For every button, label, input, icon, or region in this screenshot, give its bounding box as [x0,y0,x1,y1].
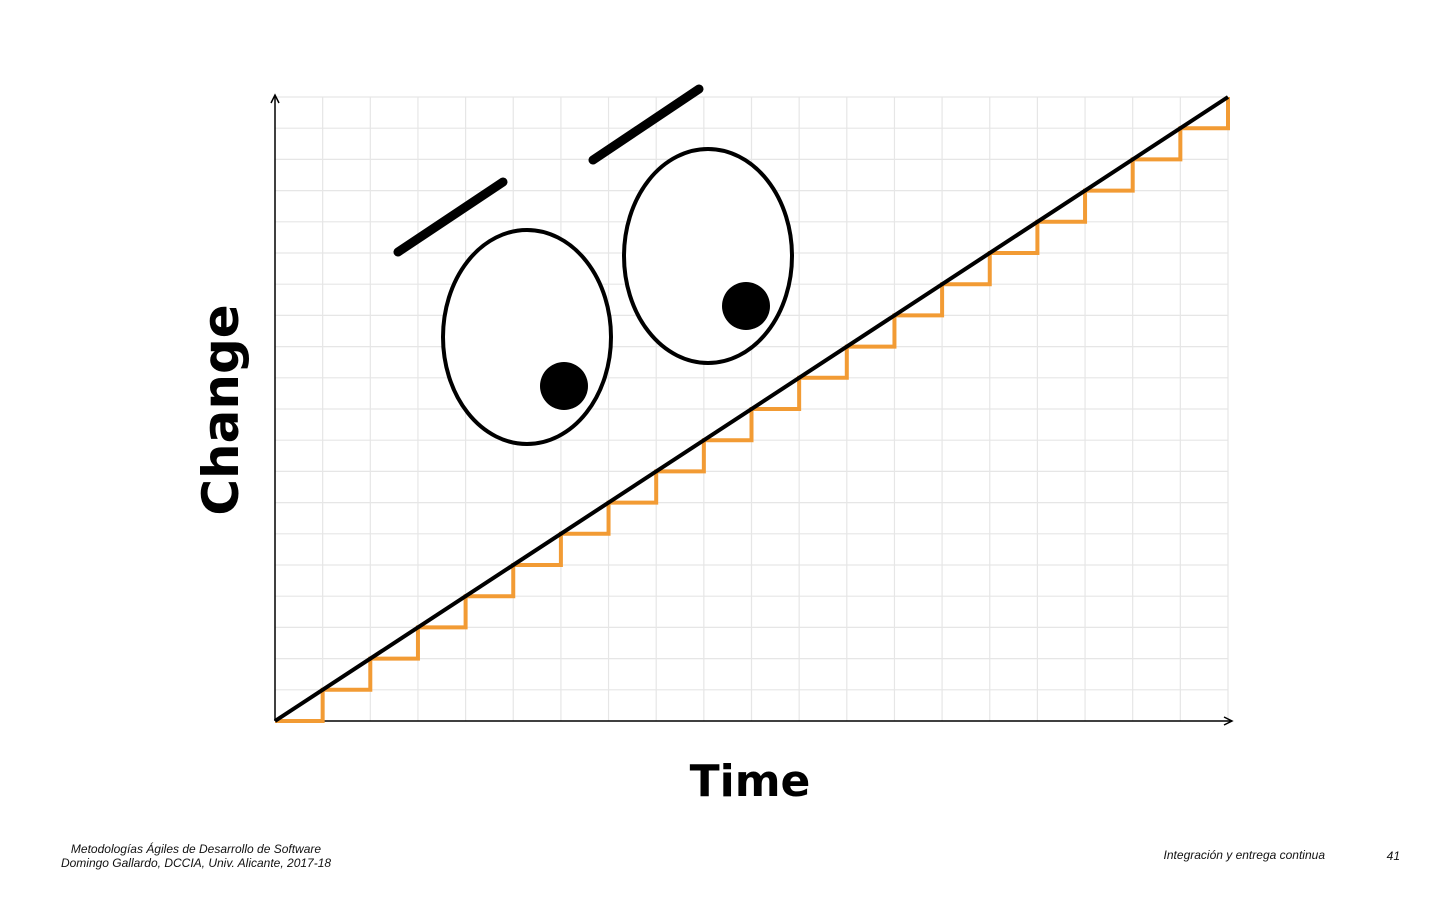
continuous-change-series [273,95,1230,723]
chart-axes [270,93,1234,726]
footer-topic: Integración y entrega continua [1163,848,1325,862]
right-pupil [722,282,770,330]
footer-credits: Metodologías Ágiles de Desarrollo de Sof… [56,842,336,870]
footer-course: Metodologías Ágiles de Desarrollo de Sof… [70,842,322,856]
x-axis-label: Time [690,756,811,807]
y-axis-arrow [270,93,280,104]
chart-grid [275,96,1229,721]
left-pupil [540,362,588,410]
right-eye [622,147,794,365]
footer-author: Domingo Gallardo, DCCIA, Univ. Alicante,… [60,856,332,870]
chart-series [273,95,1230,723]
left-eye [441,228,613,446]
page-number: 41 [1386,849,1400,863]
x-axis-arrow [1223,716,1234,726]
right-eyebrow [588,84,704,165]
worried-face-illustration [393,84,794,446]
y-axis-label: Change [192,304,250,515]
left-eyebrow [393,177,508,257]
